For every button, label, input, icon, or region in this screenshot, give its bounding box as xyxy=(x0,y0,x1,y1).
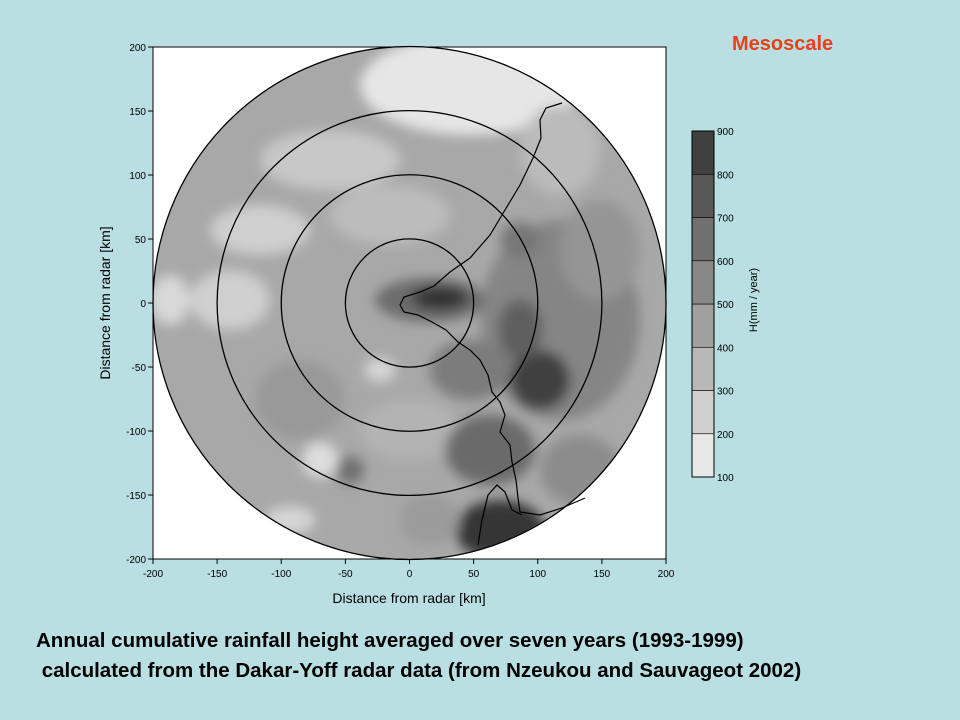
y-tick-label: 50 xyxy=(135,235,147,246)
x-axis-label: Distance from radar [km] xyxy=(332,590,485,606)
colorbar-frame xyxy=(691,130,715,478)
colorbar-swatch xyxy=(691,433,715,478)
gambia-river xyxy=(477,484,523,546)
x-tick-label: 100 xyxy=(529,569,546,580)
y-tick-label: -150 xyxy=(126,491,146,502)
colorbar-tick-label: 900 xyxy=(717,127,734,138)
colorbar-tick-label: 300 xyxy=(717,387,734,398)
coastline xyxy=(399,102,586,516)
x-tick-label: 0 xyxy=(407,569,413,580)
y-tick-label: 200 xyxy=(129,43,146,54)
y-tick-label: 100 xyxy=(129,171,146,182)
x-tick-label: -150 xyxy=(207,569,227,580)
colorbar-label: H(mm / year) xyxy=(748,268,760,332)
colorbar-swatch xyxy=(691,260,715,305)
colorbar: 100 200 300 400 500 600 700 800 900 xyxy=(691,127,734,484)
caption: Annual cumulative rainfall height averag… xyxy=(36,626,956,686)
x-tick-label: 50 xyxy=(468,569,480,580)
x-tick-label: -100 xyxy=(271,569,291,580)
y-tick-label: -200 xyxy=(126,555,146,566)
colorbar-tick-label: 200 xyxy=(717,430,734,441)
colorbar-swatch xyxy=(691,173,715,218)
colorbar-swatch xyxy=(691,303,715,348)
range-ring-150km xyxy=(216,109,603,497)
x-axis: -200 -150 -100 -50 0 50 100 150 200 xyxy=(143,559,675,580)
colorbar-swatch xyxy=(691,390,715,435)
colorbar-swatch xyxy=(691,217,715,262)
y-axis-label: Distance from radar [km] xyxy=(97,226,113,379)
x-tick-label: -200 xyxy=(143,569,163,580)
caption-line-1: Annual cumulative rainfall height averag… xyxy=(36,629,744,652)
colorbar-tick-label: 700 xyxy=(717,214,734,225)
colorbar-swatch xyxy=(691,130,715,175)
y-tick-label: 0 xyxy=(140,299,146,310)
y-tick-label: -100 xyxy=(126,427,146,438)
mesoscale-label: Mesoscale xyxy=(732,33,834,55)
x-tick-label: -50 xyxy=(338,569,353,580)
y-axis: -200 -150 -100 -50 0 50 100 150 200 xyxy=(126,43,153,566)
x-tick-label: 200 xyxy=(658,569,675,580)
rainfall-field xyxy=(153,47,666,559)
colorbar-tick-label: 100 xyxy=(717,473,734,484)
colorbar-tick-label: 400 xyxy=(717,343,734,354)
caption-line-2: calculated from the Dakar-Yoff radar dat… xyxy=(36,659,802,682)
colorbar-tick-label: 500 xyxy=(717,300,734,311)
range-ring-100km xyxy=(280,174,539,432)
x-tick-label: 150 xyxy=(594,569,611,580)
y-tick-label: 150 xyxy=(129,107,146,118)
colorbar-tick-label: 800 xyxy=(717,170,734,181)
rainfall-chart: -200 -150 -100 -50 0 50 100 150 200 -200 -150 -100… xyxy=(97,43,760,606)
range-ring-50km xyxy=(344,238,475,368)
colorbar-tick-label: 600 xyxy=(717,257,734,268)
colorbar-swatch xyxy=(691,346,715,391)
y-tick-label: -50 xyxy=(132,363,147,374)
